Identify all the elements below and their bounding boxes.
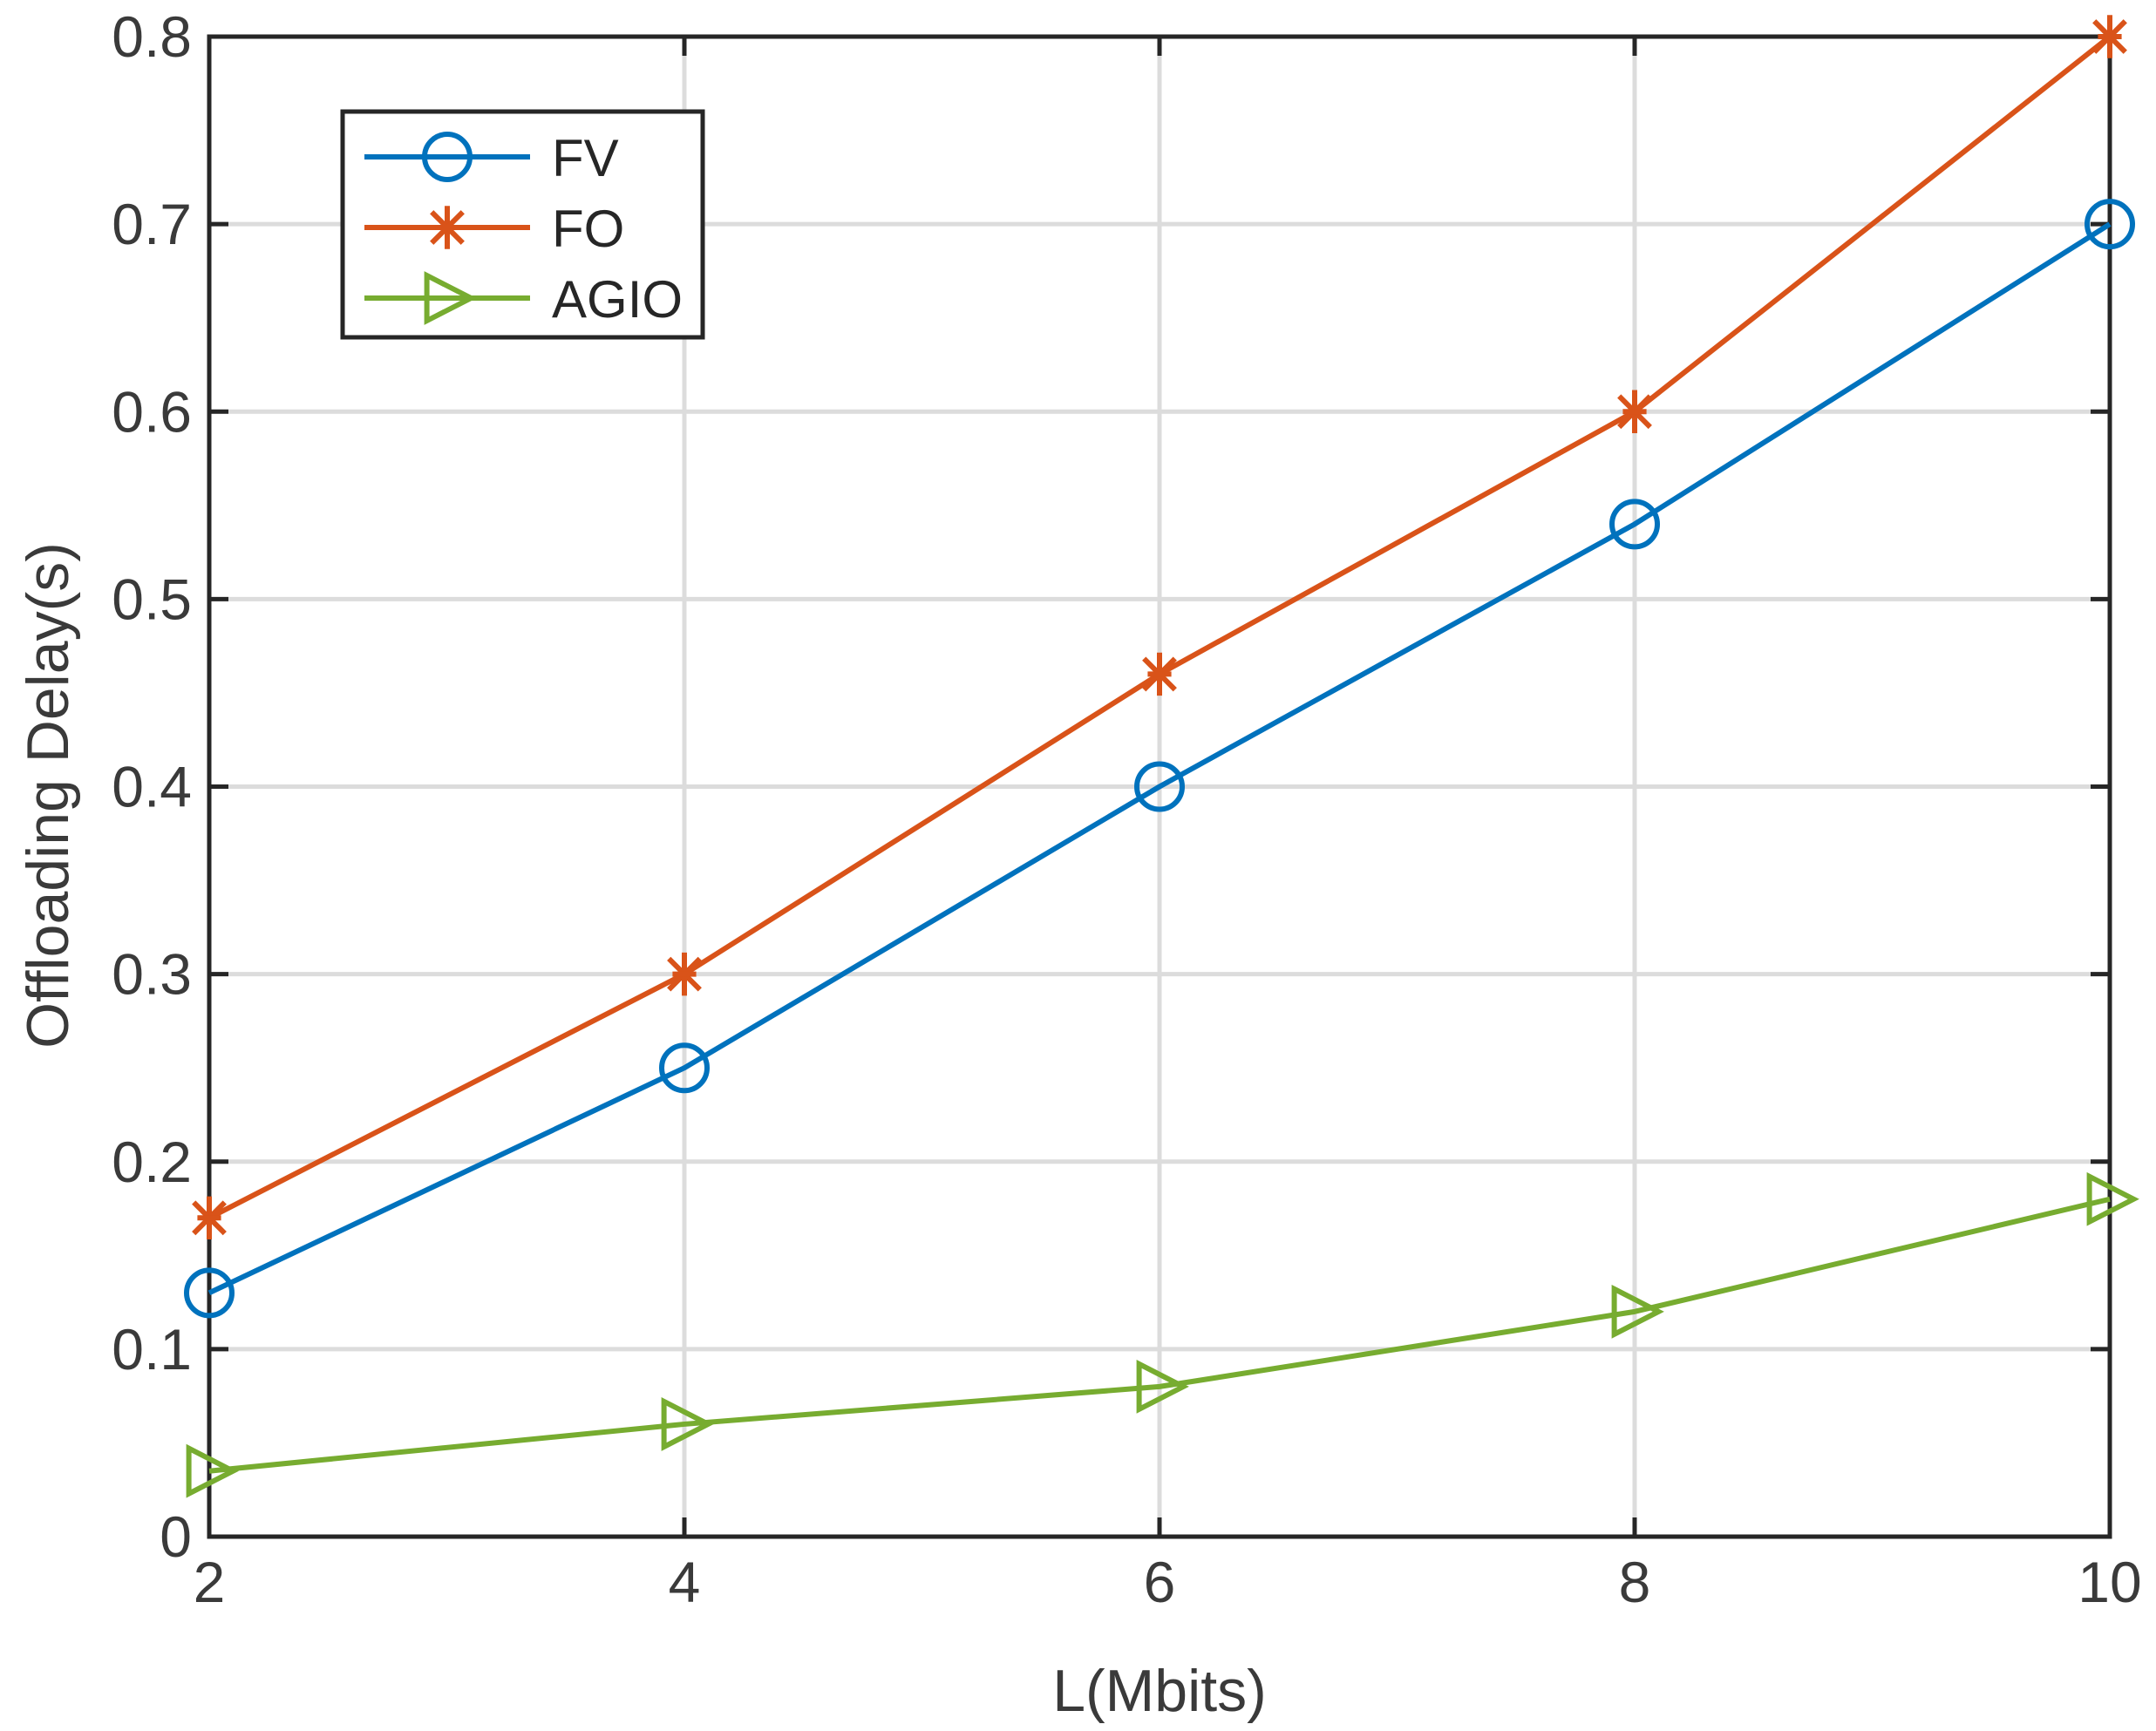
series-fv-point	[659, 1042, 710, 1094]
x-tick-label: 2	[194, 1550, 226, 1614]
y-tick-label: 0.3	[112, 942, 192, 1007]
y-tick-label: 0.7	[112, 192, 192, 256]
legend: FV FO AGIO	[340, 109, 705, 340]
x-tick-label: 6	[1144, 1550, 1176, 1614]
y-tick-label: 0	[160, 1504, 192, 1569]
legend-label-agio: AGIO	[552, 270, 683, 329]
series-fo-point	[1617, 390, 1652, 433]
x-tick-label: 4	[669, 1550, 701, 1614]
y-tick-label: 0.8	[112, 4, 192, 69]
series-agio-point	[1611, 1284, 1664, 1339]
x-tick-label: 8	[1619, 1550, 1651, 1614]
series-agio-point	[2086, 1171, 2139, 1226]
series-agio-point	[1136, 1359, 1189, 1414]
legend-marker-fv	[422, 132, 473, 182]
y-tick-label: 0.1	[112, 1317, 192, 1381]
y-tick-label: 0.6	[112, 379, 192, 444]
legend-label-fo: FO	[552, 200, 624, 258]
tick-labels: 2 4 6 8 10 0 0.1 0.2 0.3 0.4 0.5 0.6 0.7 0.8	[112, 4, 2141, 1614]
series-fv	[184, 199, 2135, 1319]
legend-label-fv: FV	[552, 129, 619, 187]
series-fv-point	[2085, 199, 2135, 250]
series-fo-point	[2092, 15, 2127, 58]
series-agio-point	[186, 1443, 239, 1498]
series-fo-point	[1142, 652, 1177, 696]
y-tick-label: 0.2	[112, 1130, 192, 1194]
legend-marker-fo	[430, 206, 465, 249]
legend-marker-agio	[424, 271, 477, 325]
series-agio-point	[661, 1397, 714, 1451]
series-fo-point	[667, 952, 702, 996]
x-tick-label: 10	[2078, 1550, 2141, 1614]
x-axis-label: L(Mbits)	[1052, 1658, 1267, 1724]
y-tick-label: 0.5	[112, 567, 192, 631]
series-group	[184, 15, 2139, 1498]
series-fo-point	[192, 1196, 227, 1239]
y-tick-label: 0.4	[112, 755, 192, 819]
series-agio-line	[208, 1196, 2111, 1474]
series-fv-point	[1134, 761, 1185, 812]
series-fo	[192, 15, 2127, 1239]
series-fv-point	[1609, 499, 1660, 550]
series-fv-line	[207, 221, 2112, 1296]
series-agio	[186, 1171, 2139, 1498]
y-axis-label: Offloading Delay(s)	[15, 542, 81, 1049]
series-fv-point	[184, 1267, 235, 1319]
